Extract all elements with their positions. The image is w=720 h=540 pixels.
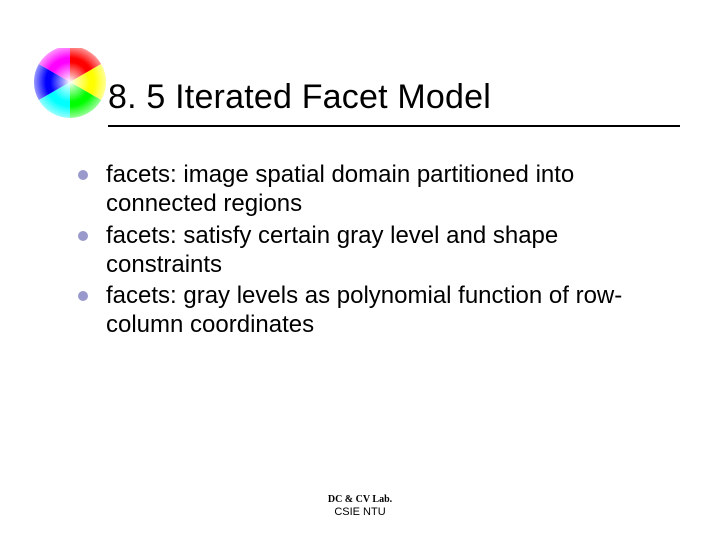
body: facets: image spatial domain partitioned… <box>76 160 660 342</box>
slide-title: 8. 5 Iterated Facet Model <box>108 78 680 117</box>
bullet-text: facets: gray levels as polynomial functi… <box>106 282 622 338</box>
title-area: 8. 5 Iterated Facet Model <box>108 78 680 127</box>
bullet-icon <box>78 170 88 180</box>
bullet-icon <box>78 231 88 241</box>
bullet-icon <box>78 291 88 301</box>
slide: 8. 5 Iterated Facet Model facets: image … <box>0 0 720 540</box>
list-item: facets: satisfy certain gray level and s… <box>76 221 660 280</box>
bullet-text: facets: image spatial domain partitioned… <box>106 161 574 217</box>
color-wheel-icon <box>34 48 106 120</box>
bullet-text: facets: satisfy certain gray level and s… <box>106 222 558 278</box>
footer: DC & CV Lab. CSIE NTU <box>0 494 720 520</box>
list-item: facets: gray levels as polynomial functi… <box>76 281 660 340</box>
list-item: facets: image spatial domain partitioned… <box>76 160 660 219</box>
bullet-list: facets: image spatial domain partitioned… <box>76 160 660 340</box>
footer-line-1: DC & CV Lab. <box>0 494 720 507</box>
footer-line-2: CSIE NTU <box>0 506 720 520</box>
